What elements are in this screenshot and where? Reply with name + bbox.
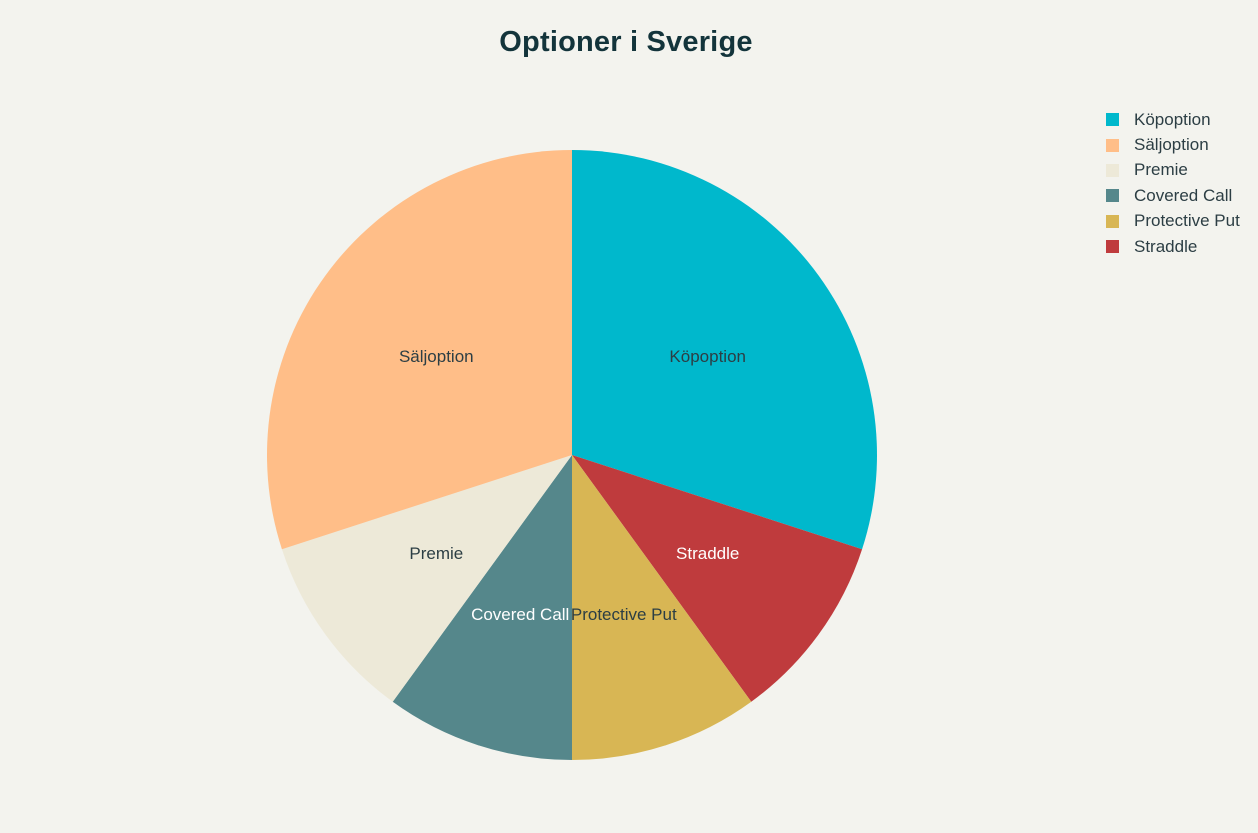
legend-label: Säljoption — [1134, 135, 1209, 155]
legend-item-saljoption[interactable]: Säljoption — [1106, 132, 1240, 157]
slice-label-covered-call: Covered Call — [471, 605, 569, 624]
pie-slice-straddle[interactable] — [572, 455, 863, 702]
slice-label-protective-put: Protective Put — [571, 605, 677, 624]
legend-item-kopoption[interactable]: Köpoption — [1106, 107, 1240, 132]
legend-label: Covered Call — [1134, 185, 1233, 205]
legend-swatch — [1106, 113, 1119, 127]
pie-slice-protective-put[interactable] — [572, 455, 752, 760]
legend-swatch — [1106, 163, 1119, 177]
pie-slice-kopoption[interactable] — [572, 150, 877, 550]
slice-label-straddle: Straddle — [676, 544, 739, 563]
chart-title: Optioner i Sverige — [499, 26, 753, 58]
legend: Köpoption Säljoption Premie Covered Call Pro… — [1106, 107, 1240, 259]
legend-item-premie[interactable]: Premie — [1106, 158, 1240, 183]
legend-item-protective-put[interactable]: Protective Put — [1106, 209, 1240, 234]
legend-label: Köpoption — [1134, 109, 1211, 129]
pie-slice-premie[interactable] — [281, 455, 572, 702]
pie-slice-saljoption[interactable] — [267, 150, 572, 550]
slice-label-saljoption: Säljoption — [399, 347, 474, 366]
slice-label-premie: Premie — [409, 544, 463, 563]
pie-slice-covered-call[interactable] — [392, 455, 572, 760]
legend-label: Premie — [1134, 160, 1188, 180]
legend-swatch — [1106, 138, 1119, 152]
pie-slices — [267, 150, 877, 760]
legend-swatch — [1106, 189, 1119, 203]
legend-label: Protective Put — [1134, 211, 1240, 231]
slice-label-kopoption: Köpoption — [669, 347, 746, 366]
legend-label: Straddle — [1134, 236, 1198, 256]
legend-item-covered-call[interactable]: Covered Call — [1106, 183, 1240, 208]
legend-swatch — [1106, 214, 1119, 228]
legend-item-straddle[interactable]: Straddle — [1106, 234, 1240, 259]
legend-swatch — [1106, 240, 1119, 254]
